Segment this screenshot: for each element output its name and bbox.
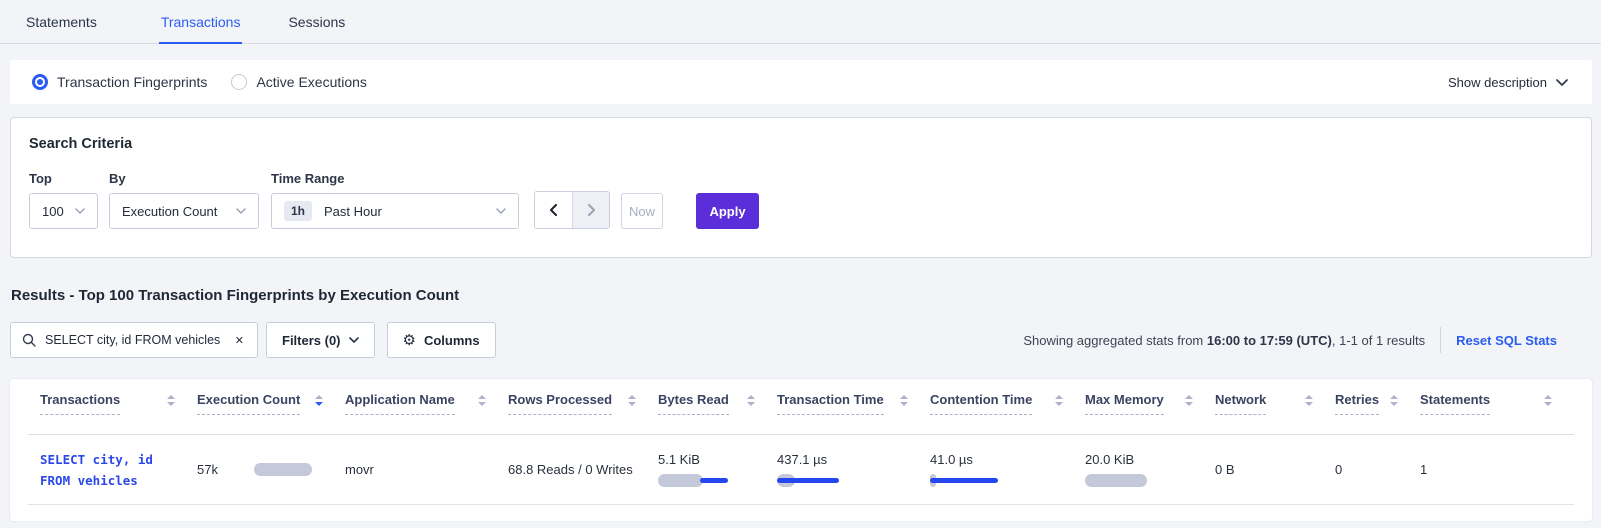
sort-icon[interactable] xyxy=(900,395,908,406)
contention-time-cell: 41.0 µs xyxy=(930,452,1085,487)
by-field: By Execution Count xyxy=(109,171,259,229)
execution-count-bar xyxy=(253,463,312,476)
filters-button[interactable]: Filters (0) xyxy=(266,322,375,358)
transaction-time-bar xyxy=(777,474,867,487)
tab-sessions[interactable]: Sessions xyxy=(288,14,346,30)
column-header-execution-count: Execution Count xyxy=(197,392,345,434)
chevron-down-icon xyxy=(236,208,246,214)
radio-label: Transaction Fingerprints xyxy=(57,74,208,90)
chevron-down-icon xyxy=(75,208,85,214)
table-header-row: Transactions Execution Count Application… xyxy=(28,392,1574,434)
chevron-down-icon xyxy=(496,208,506,214)
radio-selected-icon xyxy=(32,74,48,90)
column-header-max-memory: Max Memory xyxy=(1085,392,1215,434)
sort-icon-desc-active[interactable] xyxy=(315,395,323,406)
chevron-down-icon xyxy=(348,337,359,343)
search-criteria-card: Search Criteria Top 100 By Execution Cou… xyxy=(10,117,1592,258)
results-heading: Results - Top 100 Transaction Fingerprin… xyxy=(11,287,460,304)
bytes-read-bar xyxy=(658,474,748,487)
top-field: Top 100 xyxy=(29,171,98,229)
aggregated-stats-summary: Showing aggregated stats from 16:00 to 1… xyxy=(1023,332,1426,348)
transaction-fingerprint-link[interactable]: SELECT city, id FROM vehicles xyxy=(40,451,153,488)
time-range-label: Time Range xyxy=(271,171,345,186)
column-header-statements: Statements xyxy=(1420,392,1574,434)
previous-time-window-button[interactable] xyxy=(535,192,572,228)
tab-statements[interactable]: Statements xyxy=(26,14,97,30)
show-description-toggle[interactable]: Show description xyxy=(1448,75,1568,90)
top-select-value: 100 xyxy=(42,203,64,219)
column-header-rows-processed: Rows Processed xyxy=(508,392,658,434)
reset-sql-stats-link[interactable]: Reset SQL Stats xyxy=(1456,332,1557,348)
column-header-retries: Retries xyxy=(1335,392,1420,434)
execution-count-cell: 57k xyxy=(197,462,345,477)
sort-icon[interactable] xyxy=(1055,395,1063,406)
sort-icon[interactable] xyxy=(1390,395,1398,406)
column-header-contention-time: Contention Time xyxy=(930,392,1085,434)
sql-search-box: ✕ xyxy=(10,322,258,358)
radio-label: Active Executions xyxy=(256,74,367,90)
search-icon xyxy=(22,333,36,347)
sort-icon[interactable] xyxy=(167,395,175,406)
time-range-badge: 1h xyxy=(284,201,313,221)
columns-button-label: Columns xyxy=(423,332,480,348)
page-tab-bar: Statements Transactions Sessions xyxy=(0,0,1601,44)
clear-search-icon[interactable]: ✕ xyxy=(234,334,244,347)
top-label: Top xyxy=(29,171,52,186)
sort-icon[interactable] xyxy=(1544,395,1552,406)
by-label: By xyxy=(109,171,126,186)
max-memory-bar xyxy=(1085,474,1175,487)
by-select-value: Execution Count xyxy=(122,203,218,219)
time-range-field: Time Range 1h Past Hour xyxy=(271,171,519,229)
retries-cell: 0 xyxy=(1335,462,1343,477)
max-memory-cell: 20.0 KiB xyxy=(1085,452,1215,487)
radio-active-executions[interactable]: Active Executions xyxy=(231,74,367,90)
vertical-divider xyxy=(1440,327,1442,353)
results-table-card: Transactions Execution Count Application… xyxy=(10,379,1592,521)
network-cell: 0 B xyxy=(1215,462,1235,477)
search-criteria-title: Search Criteria xyxy=(29,136,133,152)
sort-icon[interactable] xyxy=(628,395,636,406)
results-filter-row: ✕ Filters (0) ⚙ Columns Showing aggregat… xyxy=(10,322,1592,358)
sort-icon[interactable] xyxy=(1305,395,1313,406)
gear-icon: ⚙ xyxy=(402,331,416,349)
statements-cell: 1 xyxy=(1420,462,1428,477)
show-description-label: Show description xyxy=(1448,74,1547,90)
filters-button-label: Filters (0) xyxy=(282,332,341,348)
columns-button[interactable]: ⚙ Columns xyxy=(386,322,496,358)
column-header-network: Network xyxy=(1215,392,1335,434)
column-header-transactions: Transactions xyxy=(40,392,197,434)
chevron-down-icon xyxy=(1556,78,1568,86)
application-name-cell: movr xyxy=(345,462,374,477)
next-time-window-button[interactable] xyxy=(572,192,609,228)
transaction-time-cell: 437.1 µs xyxy=(777,452,930,487)
chevron-right-icon xyxy=(588,204,595,216)
chevron-left-icon xyxy=(549,204,557,216)
time-range-select[interactable]: 1h Past Hour xyxy=(271,193,519,229)
rows-processed-cell: 68.8 Reads / 0 Writes xyxy=(508,462,633,477)
apply-button[interactable]: Apply xyxy=(696,193,759,229)
view-mode-bar: Transaction Fingerprints Active Executio… xyxy=(10,60,1592,104)
radio-unselected-icon xyxy=(231,74,248,90)
stats-time-range: 16:00 to 17:59 (UTC) xyxy=(1206,332,1332,348)
time-range-value: Past Hour xyxy=(324,203,382,219)
bytes-read-cell: 5.1 KiB xyxy=(658,452,777,487)
top-select[interactable]: 100 xyxy=(29,193,98,229)
tab-transactions[interactable]: Transactions xyxy=(158,14,243,44)
sort-icon[interactable] xyxy=(478,395,486,406)
time-window-pager xyxy=(534,191,610,229)
radio-transaction-fingerprints[interactable]: Transaction Fingerprints xyxy=(32,74,207,90)
now-button[interactable]: Now xyxy=(621,193,663,229)
column-header-transaction-time: Transaction Time xyxy=(777,392,930,434)
contention-time-bar xyxy=(930,474,1020,487)
column-header-application-name: Application Name xyxy=(345,392,508,434)
table-row: SELECT city, id FROM vehicles 57k movr 6… xyxy=(28,435,1574,504)
column-header-bytes-read: Bytes Read xyxy=(658,392,777,434)
by-select[interactable]: Execution Count xyxy=(109,193,259,229)
sort-icon[interactable] xyxy=(1185,395,1193,406)
sort-icon[interactable] xyxy=(747,395,755,406)
sql-search-input[interactable] xyxy=(45,333,224,347)
